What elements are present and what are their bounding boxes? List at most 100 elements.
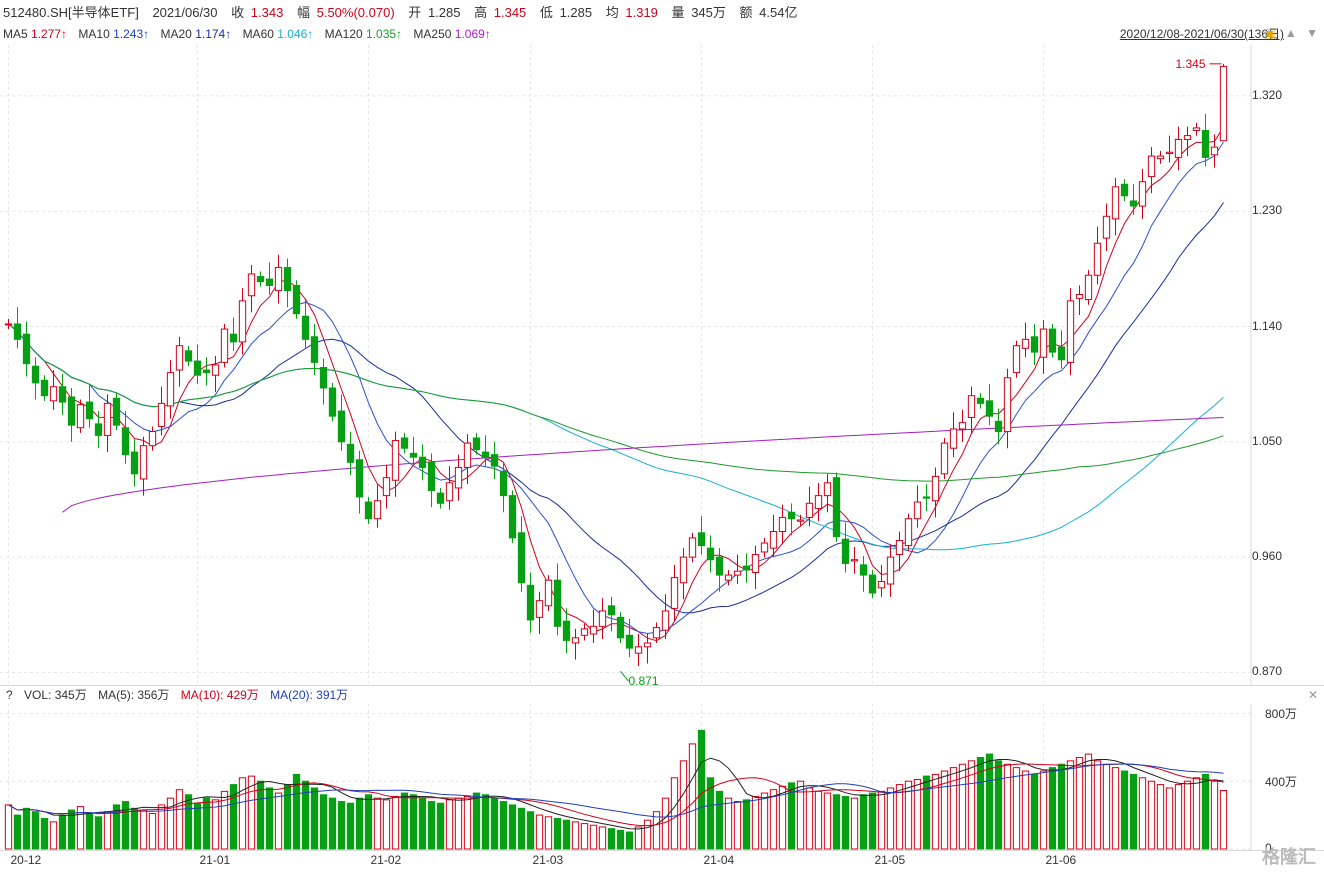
- quote-info-bar: 512480.SH[半导体ETF] 2021/06/30 收 1.343 幅 5…: [0, 0, 1324, 26]
- candle: [229, 317, 238, 351]
- ma10-line: [8, 141, 1224, 635]
- date-tick: 21-03: [532, 853, 564, 867]
- candle-body: [562, 620, 571, 641]
- candle-body: [805, 502, 814, 518]
- candle-body: [463, 442, 472, 468]
- candle-body: [481, 451, 490, 458]
- close-icon[interactable]: ✕: [1307, 688, 1318, 702]
- candle-body: [418, 456, 427, 468]
- candle-body: [373, 500, 382, 520]
- candle-body: [841, 538, 850, 565]
- volume-bar: [1093, 760, 1102, 850]
- candle: [1156, 150, 1165, 164]
- candle-body: [688, 537, 697, 558]
- chevron-up-icon[interactable]: ▲: [1284, 26, 1297, 40]
- candle: [463, 434, 472, 485]
- candle-body: [337, 410, 346, 443]
- volume-bar: [454, 797, 463, 850]
- candle-body: [490, 454, 499, 467]
- candle-body: [301, 315, 310, 340]
- candle: [238, 288, 247, 355]
- candle: [193, 344, 202, 385]
- candle: [724, 569, 733, 586]
- candle: [868, 569, 877, 599]
- volume-tick: 0: [1265, 841, 1272, 855]
- candle-body: [1219, 65, 1228, 142]
- candle-body: [355, 459, 364, 498]
- candle: [490, 441, 499, 479]
- candle: [985, 384, 994, 426]
- volume-bar: [1039, 770, 1048, 850]
- candle: [544, 575, 553, 611]
- ma20-line: [8, 202, 1224, 614]
- candle-body: [13, 323, 22, 340]
- volume-bar: [184, 794, 193, 850]
- candle: [535, 591, 544, 634]
- volume-bar: [445, 799, 454, 850]
- date-range[interactable]: 2020/12/08-2021/06/30(136日): [1119, 27, 1284, 41]
- volume-bar: [1174, 784, 1183, 850]
- candle-body: [571, 637, 580, 644]
- volume-bar: [202, 797, 211, 850]
- volume-bar: [508, 804, 517, 850]
- candle: [1021, 322, 1030, 358]
- candle: [823, 473, 832, 513]
- candle: [652, 622, 661, 643]
- candle: [103, 394, 112, 453]
- volume-bar: [1030, 773, 1039, 850]
- volume-bar: [103, 811, 112, 850]
- volume-bar: [976, 756, 985, 850]
- candle-body: [850, 559, 859, 562]
- price-chart[interactable]: 1.345 0.871: [0, 45, 1252, 685]
- volume-bar: [301, 780, 310, 850]
- volume-bar: [958, 763, 967, 850]
- candle: [409, 436, 418, 467]
- volume-bar: [337, 801, 346, 850]
- candle-body: [85, 401, 94, 420]
- volume-bar: [355, 797, 364, 850]
- candle: [778, 504, 787, 545]
- candle-body: [1030, 336, 1039, 353]
- candle: [373, 484, 382, 528]
- candle-body: [247, 273, 256, 297]
- candle-body: [1165, 151, 1174, 155]
- volume-bar: [553, 817, 562, 850]
- candle-body: [1192, 127, 1201, 131]
- volume-bar: [643, 819, 652, 850]
- ma-legend: MA5 1.277↑ MA10 1.243↑ MA20 1.174↑ MA60 …: [0, 25, 1324, 43]
- chevron-down-icon[interactable]: ▼: [1306, 26, 1318, 40]
- candle-body: [1147, 155, 1156, 178]
- candle: [283, 258, 292, 308]
- ma10-label: MA10 1.243↑: [78, 27, 150, 41]
- volume-bar: [148, 812, 157, 850]
- volume-bar: [175, 789, 184, 850]
- volume-bar: [166, 797, 175, 850]
- candle-body: [1210, 146, 1219, 156]
- candle: [733, 554, 742, 585]
- candle-body: [940, 442, 949, 475]
- volume-bar: [940, 770, 949, 850]
- candle-body: [526, 584, 535, 621]
- volume-bar: [859, 794, 868, 850]
- help-icon[interactable]: ?: [6, 688, 13, 702]
- candle-body: [310, 336, 319, 363]
- volume-value: 345万: [691, 5, 726, 20]
- candle: [742, 553, 751, 583]
- candle-body: [121, 427, 130, 456]
- volume-bar: [823, 792, 832, 850]
- volume-bar: [850, 797, 859, 850]
- volume-bar: [535, 814, 544, 850]
- volume-axis: 800万 400万 0: [1265, 700, 1324, 855]
- volume-bar: [526, 811, 535, 850]
- volume-bar: [895, 784, 904, 850]
- volume-chart[interactable]: [0, 704, 1252, 850]
- change-value: 5.50%(0.070): [316, 5, 395, 20]
- lock-icon[interactable]: ▣: [1264, 26, 1276, 40]
- candle: [382, 464, 391, 509]
- candle-body: [832, 477, 841, 538]
- date-tick: 21-06: [1045, 853, 1077, 867]
- candle: [85, 385, 94, 428]
- candle: [787, 503, 796, 536]
- candle-body: [274, 267, 283, 292]
- candle: [796, 514, 805, 527]
